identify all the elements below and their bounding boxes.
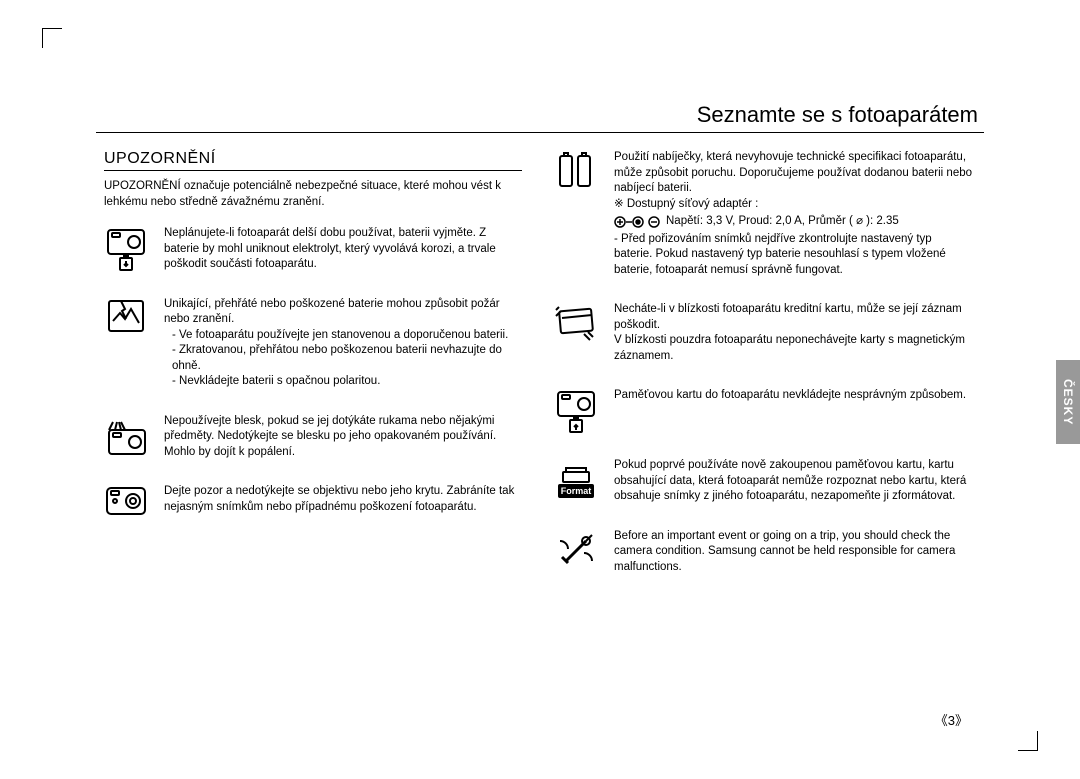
entry-service: Before an important event or going on a … <box>554 529 972 576</box>
left-column: UPOZORNĚNÍ UPOZORNĚNÍ označuje potenciál… <box>104 150 522 709</box>
entry-text: Pokud poprvé používáte nově zakoupenou p… <box>614 458 972 505</box>
crop-mark-br <box>1018 731 1038 751</box>
entry-text: Before an important event or going on a … <box>614 529 972 576</box>
entry-text: Neplánujete-li fotoaparát delší dobu pou… <box>164 226 522 273</box>
page-title: Seznamte se s fotoaparátem <box>697 102 978 128</box>
broken-image-icon <box>104 297 148 390</box>
camera-battery-down-icon <box>104 226 148 273</box>
horizontal-rule <box>96 132 984 133</box>
format-icon: Format <box>554 458 598 505</box>
entry-credit-card: Necháte-li v blízkosti fotoaparátu kredi… <box>554 302 972 364</box>
page-number: 《3》 <box>935 710 968 729</box>
entry-battery-hazard: Unikající, přehřáté nebo poškozené bater… <box>104 297 522 390</box>
format-badge: Format <box>558 484 595 498</box>
crop-mark-tl <box>42 28 62 48</box>
entry-text: Použití nabíječky, která nevyhovuje tech… <box>614 150 972 278</box>
polarity-icon <box>614 216 660 228</box>
entry-battery-remove: Neplánujete-li fotoaparát delší dobu pou… <box>104 226 522 273</box>
section-heading: UPOZORNĚNÍ <box>104 150 522 171</box>
camera-card-up-icon <box>554 388 598 434</box>
entry-format: Format Pokud poprvé používáte nově zakou… <box>554 458 972 505</box>
wrench-screwdriver-icon <box>554 529 598 576</box>
entry-memory-card: Paměťovou kartu do fotoaparátu nevkládej… <box>554 388 972 434</box>
entry-text: Dejte pozor a nedotýkejte se objektivu n… <box>164 484 522 516</box>
camera-lens-icon <box>104 484 148 516</box>
entry-text: Paměťovou kartu do fotoaparátu nevkládej… <box>614 388 972 434</box>
batteries-icon <box>554 150 598 278</box>
intro-text: UPOZORNĚNÍ označuje potenciálně nebezpeč… <box>104 179 522 210</box>
entry-flash: Nepoužívejte blesk, pokud se jej dotýkát… <box>104 414 522 461</box>
language-tab: ČESKY <box>1056 360 1080 444</box>
camera-flash-icon <box>104 414 148 461</box>
card-magnet-icon <box>554 302 598 364</box>
entry-text: Unikající, přehřáté nebo poškozené bater… <box>164 297 522 390</box>
entry-text: Necháte-li v blízkosti fotoaparátu kredi… <box>614 302 972 364</box>
entry-text: Nepoužívejte blesk, pokud se jej dotýkát… <box>164 414 522 461</box>
entry-lens: Dejte pozor a nedotýkejte se objektivu n… <box>104 484 522 516</box>
right-column: Použití nabíječky, která nevyhovuje tech… <box>554 150 972 709</box>
entry-charger: Použití nabíječky, která nevyhovuje tech… <box>554 150 972 278</box>
content-region: UPOZORNĚNÍ UPOZORNĚNÍ označuje potenciál… <box>104 150 972 709</box>
